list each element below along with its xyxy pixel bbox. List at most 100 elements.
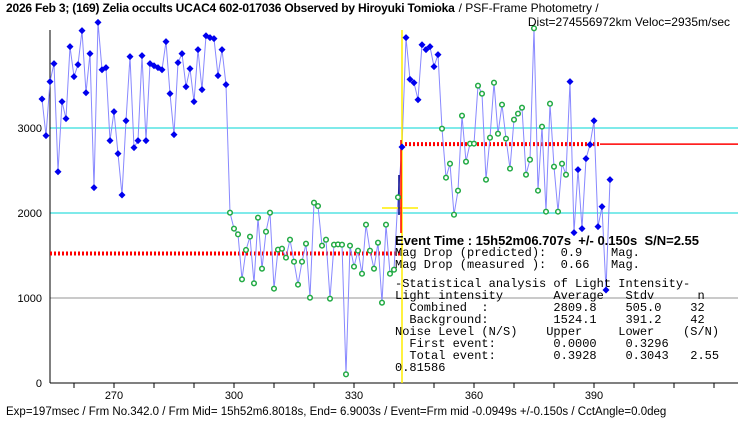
stats-line: 0.81586 xyxy=(395,361,446,375)
distance-velocity: Dist=274556972km Veloc=2935m/sec xyxy=(527,15,730,29)
chart-subtitle: / PSF-Frame Photometry / xyxy=(458,1,599,15)
statistics-panel: Event Time : 15h52m06.707s +/- 0.150s S/… xyxy=(395,234,719,374)
data-point xyxy=(78,27,86,35)
data-point xyxy=(570,229,578,237)
y-tick-label: 0 xyxy=(36,378,42,390)
data-point xyxy=(230,225,238,232)
data-point xyxy=(278,245,286,252)
data-point xyxy=(402,34,410,42)
data-point xyxy=(566,78,574,86)
x-tick-label: 390 xyxy=(585,390,603,402)
data-point xyxy=(430,63,438,71)
event-time: Event Time : 15h52m06.707s +/- 0.150s S/… xyxy=(395,233,700,248)
data-point xyxy=(534,187,542,194)
data-point xyxy=(398,143,406,151)
data-point xyxy=(342,371,350,378)
data-point xyxy=(414,96,422,104)
data-point xyxy=(582,155,590,163)
data-point xyxy=(290,258,298,265)
stats-line: Mag Drop (predicted): 0.9 Mag. xyxy=(395,246,640,260)
data-point xyxy=(462,158,470,165)
data-point xyxy=(142,137,150,145)
data-point xyxy=(574,166,582,174)
data-point xyxy=(262,228,270,235)
data-point xyxy=(218,46,226,54)
data-point xyxy=(354,247,362,254)
data-point xyxy=(302,240,310,247)
data-point xyxy=(310,199,318,206)
data-point xyxy=(50,60,58,68)
data-point xyxy=(258,265,266,272)
data-point xyxy=(66,43,74,51)
footer-info: Exp=197msec / Frm No.342.0 / Frm Mid= 15… xyxy=(6,406,667,418)
data-point xyxy=(446,160,454,167)
data-point xyxy=(282,254,290,261)
data-point xyxy=(182,83,190,91)
data-point xyxy=(198,86,206,94)
stats-line: First event: 0.0000 0.3296 xyxy=(395,337,669,351)
data-point xyxy=(94,18,102,26)
data-point xyxy=(346,242,354,249)
data-point xyxy=(170,131,178,139)
data-point xyxy=(58,98,66,106)
data-point xyxy=(250,280,258,287)
data-point xyxy=(138,52,146,60)
data-point xyxy=(158,66,166,74)
data-point xyxy=(498,101,506,108)
data-point xyxy=(470,140,478,147)
data-point xyxy=(514,110,522,117)
data-point xyxy=(434,51,442,59)
data-point xyxy=(322,236,330,243)
stats-line: Noise Level (N/S) Upper Lower (S/N) xyxy=(395,325,720,339)
data-point xyxy=(246,233,254,240)
stats-line: Combined : 2809.8 505.0 32 xyxy=(395,301,705,315)
stats-line: Light intensity Average Stdv n xyxy=(395,289,705,303)
data-point xyxy=(134,137,142,145)
stats-line: Total event: 0.3928 0.3043 2.55 xyxy=(395,349,720,363)
data-point xyxy=(578,225,586,233)
data-point xyxy=(194,46,202,54)
data-point xyxy=(526,156,534,163)
data-point xyxy=(510,116,518,123)
data-point xyxy=(454,187,462,194)
y-tick-label: 2000 xyxy=(18,208,42,220)
stats-line: Mag Drop (measured ): 0.66 Mag. xyxy=(395,258,640,272)
data-point xyxy=(606,176,614,184)
data-point xyxy=(358,270,366,277)
y-tick-label: 3000 xyxy=(18,123,42,135)
data-point xyxy=(562,171,570,178)
data-point xyxy=(86,50,94,58)
data-point xyxy=(62,115,70,123)
data-point xyxy=(130,144,138,152)
data-point xyxy=(126,53,134,61)
data-point xyxy=(266,209,274,216)
data-point xyxy=(286,236,294,243)
data-point xyxy=(546,100,554,107)
x-tick-label: 330 xyxy=(345,390,363,402)
data-point xyxy=(70,73,78,81)
data-point xyxy=(318,242,326,249)
data-point xyxy=(602,286,610,294)
data-point xyxy=(494,130,502,137)
data-point xyxy=(550,163,558,170)
data-point xyxy=(306,294,314,301)
data-point xyxy=(362,221,370,228)
data-point xyxy=(366,247,374,254)
data-point xyxy=(350,263,358,270)
data-point xyxy=(586,141,594,149)
data-point xyxy=(54,168,62,176)
data-point xyxy=(502,135,510,142)
data-point xyxy=(478,90,486,97)
data-point xyxy=(522,171,530,178)
data-point xyxy=(390,266,398,273)
chart-title: 2026 Feb 3; (169) Zelia occults UCAC4 60… xyxy=(6,1,455,15)
data-point xyxy=(122,117,130,125)
data-point xyxy=(114,150,122,158)
data-point xyxy=(314,202,322,210)
data-point xyxy=(386,270,394,277)
data-point xyxy=(558,160,566,167)
data-point xyxy=(190,98,198,106)
data-point xyxy=(118,191,126,199)
data-point xyxy=(222,81,230,89)
